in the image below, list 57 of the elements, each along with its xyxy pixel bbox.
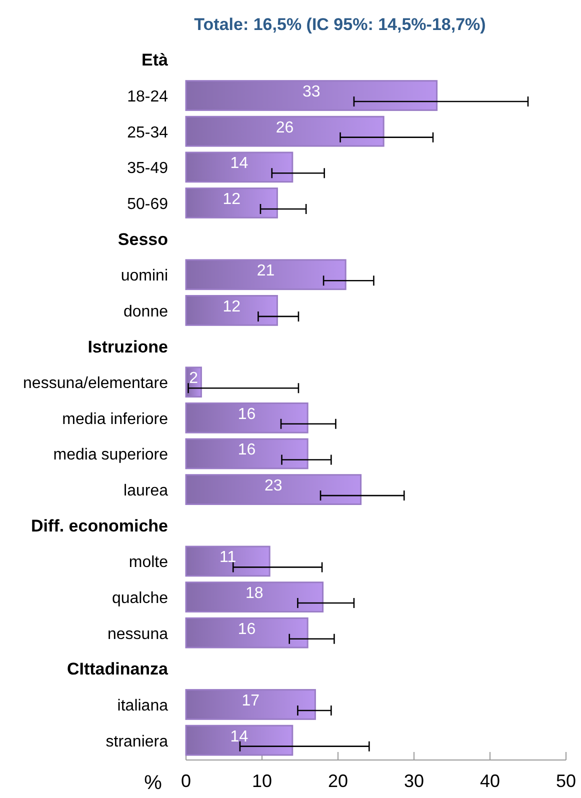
bar (185, 724, 294, 756)
y-tick-label: uomini (120, 268, 168, 285)
bar (185, 582, 324, 612)
y-tick-label: 50-69 (127, 196, 168, 213)
data-label: 2 (189, 370, 198, 388)
y-tick-label: laurea (124, 482, 168, 500)
x-tick-label: 40 (480, 770, 500, 791)
data-label: 11 (219, 549, 236, 566)
y-tick-label: 25-34 (127, 124, 168, 142)
bar (185, 438, 308, 470)
bar (185, 689, 316, 720)
y-tick-label: Diff. economiche (31, 516, 168, 536)
x-tick-label: 0 (180, 770, 192, 791)
y-tick-label: 18-24 (127, 88, 168, 106)
x-tick-label: 50 (556, 770, 576, 791)
bar (185, 617, 308, 648)
data-label: 16 (238, 406, 256, 423)
data-label: 26 (276, 119, 294, 136)
x-axis-title: % (144, 772, 162, 794)
y-tick-label: Età (142, 50, 169, 70)
data-label: 14 (230, 728, 248, 746)
data-label: 14 (230, 155, 248, 172)
y-tick-label: Sesso (118, 230, 168, 249)
data-label: 18 (246, 585, 264, 602)
y-tick-label: molte (128, 554, 168, 572)
data-label: 17 (242, 692, 260, 710)
y-tick-label: nessuna/elementare (23, 375, 168, 392)
data-label: 33 (302, 84, 320, 101)
data-label: 23 (264, 478, 282, 495)
y-tick-label: qualche (112, 590, 168, 608)
bar (185, 80, 438, 111)
bar (185, 295, 278, 326)
y-tick-label: media inferiore (62, 410, 168, 428)
y-tick-label: CIttadinanza (66, 660, 169, 679)
y-tick-label: 35-49 (127, 160, 168, 178)
x-tick-label: 30 (404, 770, 424, 791)
data-label: 16 (238, 620, 256, 638)
data-label: 21 (256, 262, 275, 280)
data-label: 12 (222, 298, 241, 316)
chart-title: Totale: 16,5% (IC 95%: 14,5%-18,7%) (194, 15, 486, 34)
y-tick-label: Istruzione (88, 337, 168, 356)
bar (185, 474, 362, 505)
x-tick-label: 10 (252, 770, 272, 791)
bar (185, 259, 346, 290)
bar (185, 152, 294, 183)
y-tick-label: media superiore (53, 446, 168, 464)
bar (185, 116, 384, 147)
data-label: 12 (222, 190, 241, 208)
bar (185, 188, 278, 218)
y-tick-label: straniera (106, 733, 168, 750)
x-tick-label: 20 (328, 770, 348, 791)
y-tick-label: donne (124, 303, 168, 320)
y-tick-label: italiana (117, 697, 168, 714)
bar (185, 402, 308, 434)
bar (185, 546, 270, 577)
y-tick-label: nessuna (108, 626, 168, 643)
data-label: 16 (238, 442, 256, 459)
